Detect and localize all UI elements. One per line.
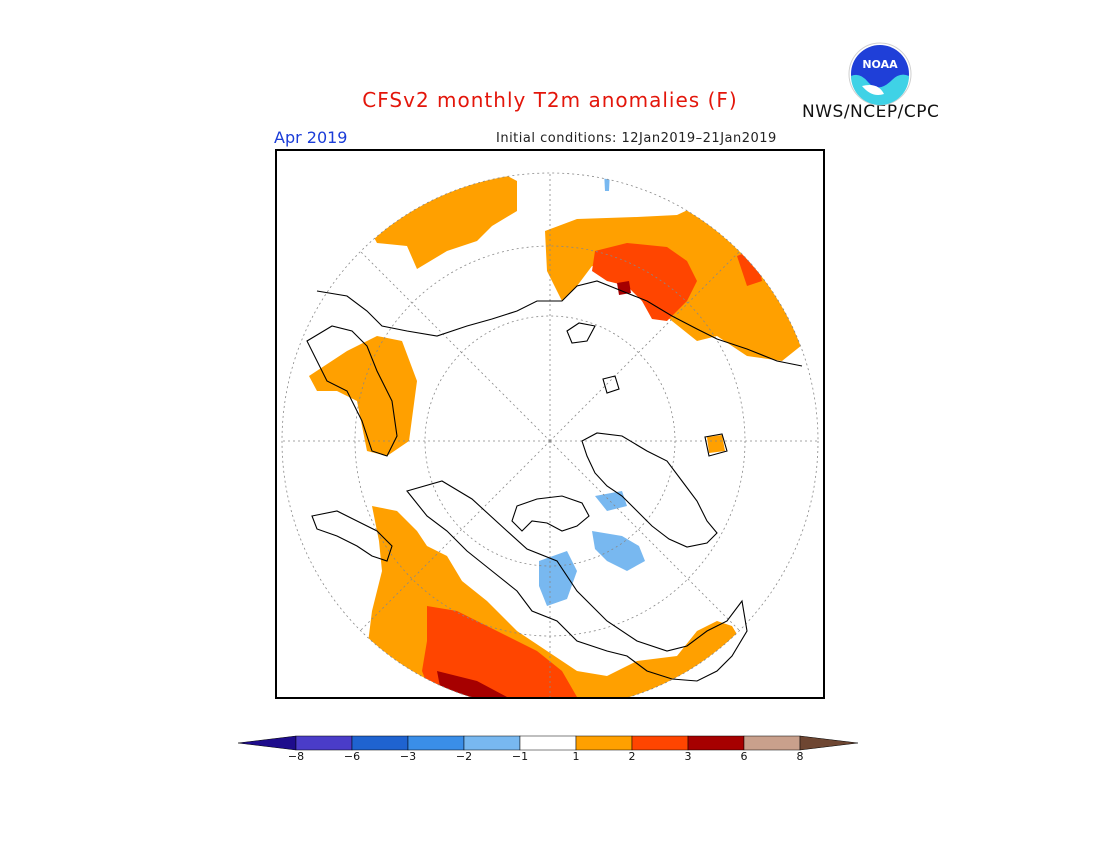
forecast-month: Apr 2019 xyxy=(274,128,348,147)
colorbar-tick-label: −1 xyxy=(511,750,529,763)
polar-map xyxy=(275,149,825,699)
anomaly-region-siberia-core xyxy=(592,243,697,321)
anomaly-region-siberia-spot xyxy=(617,281,631,295)
anomaly-region-southwest-us-core xyxy=(437,671,507,697)
map-title: CFSv2 monthly T2m anomalies (F) xyxy=(362,88,738,112)
colorbar-tick-label: 8 xyxy=(796,750,804,763)
colorbar-segment xyxy=(631,735,689,751)
noaa-logo: NOAA xyxy=(848,42,912,106)
colorbar-segment xyxy=(519,735,577,751)
coastline-north-america xyxy=(406,480,748,682)
colorbar-segment xyxy=(463,735,521,751)
colorbar-segment xyxy=(295,735,353,751)
anomaly-region-europe-west xyxy=(309,336,417,456)
colorbar-segment xyxy=(743,735,801,751)
colorbar-tick-label: 3 xyxy=(684,750,692,763)
colorbar-tick-label: 6 xyxy=(740,750,748,763)
colorbar-tick-label: 2 xyxy=(628,750,636,763)
anomaly-region-southwest-us xyxy=(422,606,577,697)
anomaly-region-canada-cool-east xyxy=(592,531,645,571)
coastline-novaya-zemlya xyxy=(566,322,596,344)
coastline-svalbard xyxy=(602,375,620,394)
colorbar-tick-label: −6 xyxy=(343,750,361,763)
colorbar-tick-label: −3 xyxy=(399,750,417,763)
colorbar-tick-label: −8 xyxy=(287,750,305,763)
anomaly-region-greenland-cool xyxy=(595,491,627,511)
coastline-canada-archipelago xyxy=(511,495,590,532)
initial-conditions: Initial conditions: 12Jan2019–21Jan2019 xyxy=(496,131,777,146)
anomaly-region-canada-cool-west xyxy=(539,551,577,606)
colorbar-segment xyxy=(575,735,633,751)
coastline-iceland xyxy=(704,433,728,457)
colorbar-segment-low-extreme xyxy=(238,735,297,751)
coastline-scandinavia xyxy=(306,325,398,457)
colorbar-tick-label: −2 xyxy=(455,750,473,763)
anomaly-region-arctic-cool xyxy=(603,173,611,191)
colorbar-tick-label: 1 xyxy=(572,750,580,763)
anomaly-region-small-east xyxy=(707,435,725,453)
coastline-greenland xyxy=(581,432,718,548)
coastline-eurasia-north xyxy=(316,280,803,367)
coastline-alaska xyxy=(311,510,393,562)
colorbar xyxy=(238,735,859,751)
colorbar-segment xyxy=(687,735,745,751)
colorbar-segment xyxy=(407,735,465,751)
svg-text:NOAA: NOAA xyxy=(862,58,898,71)
polar-stereographic-map xyxy=(277,151,823,697)
colorbar-segment-high-extreme xyxy=(799,735,859,751)
agency-label: NWS/NCEP/CPC xyxy=(802,102,940,122)
colorbar-segment xyxy=(351,735,409,751)
